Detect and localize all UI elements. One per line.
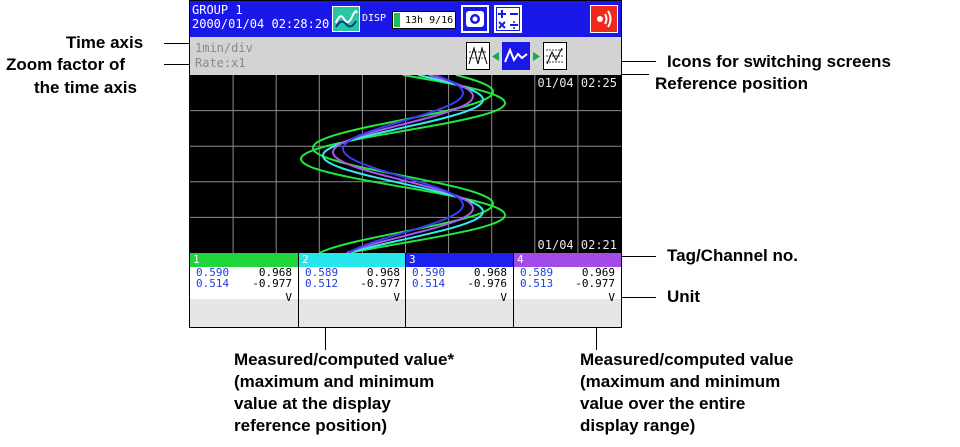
channel-panel [514, 299, 621, 327]
range-min-value: -0.977 [360, 277, 400, 290]
reference-position-leader [605, 74, 649, 75]
arrow-left-icon[interactable] [492, 52, 499, 61]
channel-box-1: 1 0.590 0.968 0.514 -0.977 V [190, 253, 298, 327]
trace-channel-2 [321, 75, 485, 253]
reference-time-bottom: 01/04 02:21 [537, 238, 617, 252]
channel-min-row: 0.514 -0.976 [406, 278, 513, 289]
time-axis-label: Time axis [66, 33, 144, 52]
alarm-icon[interactable] [590, 5, 618, 33]
range-min-value: -0.977 [252, 277, 292, 290]
channel-max-row: 0.590 0.968 [190, 267, 298, 278]
channel-unit: V [285, 291, 292, 304]
icons-switching-label: Icons for switching screens [667, 52, 891, 71]
measured-range-line2: (maximum and minimum [580, 372, 781, 391]
memory-gauge [394, 13, 400, 27]
channel-box-2: 2 0.589 0.968 0.512 -0.977 V [298, 253, 406, 327]
channel-min-row: 0.514 -0.977 [190, 278, 298, 289]
memory-text: 13h 9/16 [405, 15, 454, 26]
channel-panel [190, 299, 298, 327]
zoom-factor-label-line1: Zoom factor of [6, 55, 125, 74]
date-time: 2000/01/04 02:28:20 [192, 17, 330, 31]
reference-position-label: Reference position [655, 74, 809, 93]
channel-tag: 3 [406, 253, 513, 267]
channel-tag: 1 [190, 253, 298, 267]
time-per-division: 1min/div [195, 41, 253, 55]
range-max-value: 0.969 [581, 266, 615, 279]
channel-box-4: 4 0.589 0.969 0.513 -0.977 V [513, 253, 621, 327]
channel-unit: V [608, 291, 615, 304]
channel-min-row: 0.513 -0.977 [514, 278, 621, 289]
reference-min-value: 0.514 [196, 277, 230, 290]
channel-box-3: 3 0.590 0.968 0.514 -0.976 V [405, 253, 513, 327]
channel-min-row: 0.512 -0.977 [299, 278, 406, 289]
channel-panel [406, 299, 513, 327]
reference-max-value: 0.589 [305, 266, 339, 279]
trend-display: 01/04 02:25 01/04 02:21 [190, 75, 621, 253]
measured-ref-line3: value at the display [234, 394, 391, 413]
status-bar: GROUP 1 2000/01/04 02:28:20 DISP 13h 9/1… [190, 1, 621, 37]
measured-range-line1: Measured/computed value [580, 350, 794, 369]
channel-max-row: 0.590 0.968 [406, 267, 513, 278]
display-mode-icon[interactable] [332, 6, 360, 32]
reference-min-value: 0.512 [305, 277, 339, 290]
arrow-right-icon[interactable] [533, 52, 540, 61]
measured-ref-leader [325, 328, 326, 350]
measured-ref-line4: reference position) [234, 416, 388, 435]
range-max-value: 0.968 [473, 266, 507, 279]
digital-screen-icon[interactable] [543, 42, 567, 70]
channel-values-area: 1 0.590 0.968 0.514 -0.977 V 2 0.589 0.968 0.512-… [190, 253, 621, 327]
reference-time-top: 01/04 02:25 [537, 76, 617, 90]
trend-screen-icon[interactable] [502, 42, 530, 70]
channel-max-row: 0.589 0.968 [299, 267, 406, 278]
zoom-factor-label-line2: the time axis [34, 78, 137, 97]
disp-label: DISP [362, 13, 387, 24]
time-axis-bar: 1min/div Rate:x1 [190, 37, 621, 75]
trend-plot [190, 75, 621, 253]
channel-unit: V [500, 291, 507, 304]
math-icon[interactable] [494, 5, 522, 33]
reference-min-value: 0.513 [520, 277, 554, 290]
measured-range-line4: display range) [580, 416, 696, 435]
memory-status: 13h 9/16 [392, 11, 456, 29]
group-name: GROUP 1 [192, 3, 243, 17]
snapshot-icon[interactable] [461, 5, 489, 33]
range-max-value: 0.968 [258, 266, 292, 279]
reference-max-value: 0.590 [196, 266, 230, 279]
trace-channel-1-max [299, 75, 507, 253]
measured-ref-line1: Measured/computed value* [234, 350, 455, 369]
measured-range-line3: value over the entire [580, 394, 746, 413]
channel-tag: 2 [299, 253, 406, 267]
tag-channel-label: Tag/Channel no. [667, 246, 798, 265]
measured-ref-line2: (maximum and minimum [234, 372, 435, 391]
icons-switching-leader [618, 61, 656, 62]
time-axis-leader [164, 43, 190, 44]
reference-min-value: 0.514 [412, 277, 446, 290]
tag-channel-leader [620, 256, 656, 257]
measured-range-leader [596, 328, 597, 350]
range-min-value: -0.976 [467, 277, 507, 290]
channel-tag: 4 [514, 253, 621, 267]
channel-panel [299, 299, 406, 327]
trace-channel-1-min [311, 75, 495, 253]
unit-leader [620, 297, 656, 298]
range-max-value: 0.968 [366, 266, 400, 279]
reference-max-value: 0.590 [412, 266, 446, 279]
zoom-rate: Rate:x1 [195, 56, 246, 70]
channel-max-row: 0.589 0.969 [514, 267, 621, 278]
trace-channel-4 [331, 75, 475, 253]
zoom-factor-leader [164, 64, 190, 65]
bar-graph-screen-icon[interactable] [466, 42, 490, 70]
trace-channel-3 [341, 75, 465, 253]
reference-max-value: 0.589 [520, 266, 554, 279]
unit-label: Unit [667, 287, 701, 306]
recorder-screen: GROUP 1 2000/01/04 02:28:20 DISP 13h 9/1… [189, 0, 622, 328]
channel-unit: V [393, 291, 400, 304]
range-min-value: -0.977 [575, 277, 615, 290]
